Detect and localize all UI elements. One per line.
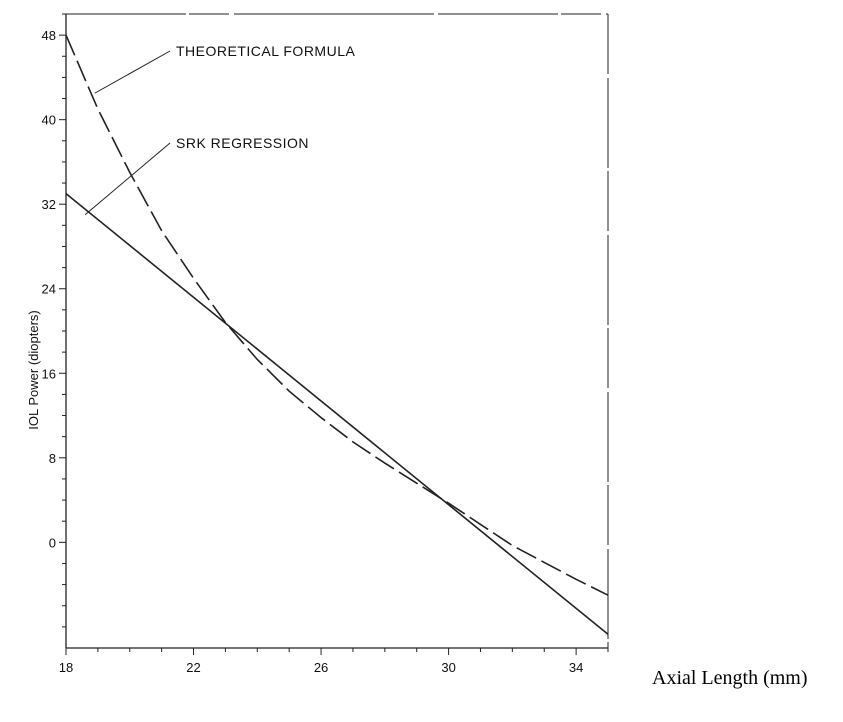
x-tick-label: 22 xyxy=(186,660,200,675)
y-tick-label: 32 xyxy=(42,197,56,212)
x-axis: 18 22 26 30 34 xyxy=(59,648,609,675)
x-tick-label: 30 xyxy=(441,660,455,675)
annotation-leader-line xyxy=(94,50,171,94)
annotation-label: SRK REGRESSION xyxy=(176,135,309,151)
theoretical-formula-line xyxy=(65,34,609,596)
srk-regression-line xyxy=(65,192,609,635)
x-tick-label: 18 xyxy=(59,660,73,675)
y-tick-label: 40 xyxy=(42,113,56,128)
y-axis-title: IOL Power (diopters) xyxy=(26,310,41,429)
x-tick-label: 26 xyxy=(314,660,328,675)
y-tick-label: 8 xyxy=(49,451,56,466)
y-axis: 0 8 16 24 32 40 48 xyxy=(42,13,66,628)
x-tick-label: 34 xyxy=(569,660,583,675)
series-group xyxy=(65,34,609,635)
annotations: THEORETICAL FORMULA SRK REGRESSION xyxy=(84,43,355,216)
x-axis-title: Axial Length (mm) xyxy=(652,667,808,689)
annotation-label: THEORETICAL FORMULA xyxy=(176,43,355,59)
y-tick-label: 16 xyxy=(42,366,56,381)
y-tick-label: 0 xyxy=(49,535,56,550)
annotation-leader-line xyxy=(84,142,171,216)
y-tick-label: 48 xyxy=(42,28,56,43)
y-tick-label: 24 xyxy=(42,282,56,297)
